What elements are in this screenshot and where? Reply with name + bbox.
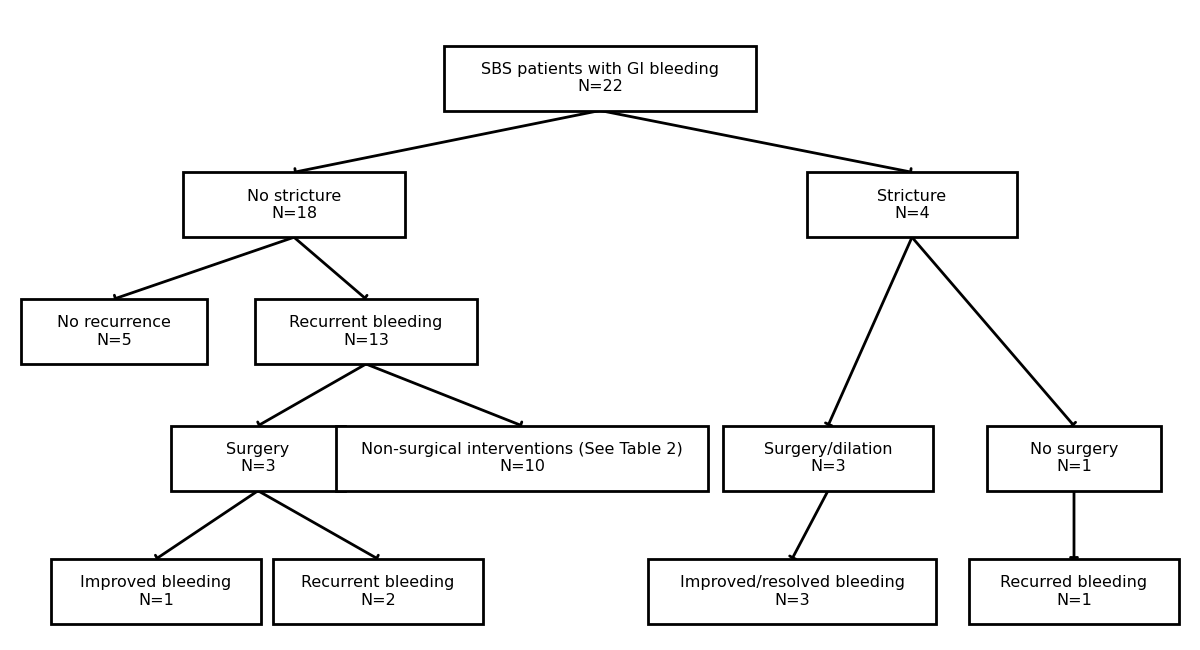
Text: Stricture
N=4: Stricture N=4 xyxy=(877,188,947,221)
Text: Improved bleeding
N=1: Improved bleeding N=1 xyxy=(80,575,232,608)
FancyBboxPatch shape xyxy=(808,172,1016,237)
Text: Recurrent bleeding
N=2: Recurrent bleeding N=2 xyxy=(301,575,455,608)
Text: Surgery/dilation
N=3: Surgery/dilation N=3 xyxy=(763,442,893,474)
FancyBboxPatch shape xyxy=(970,559,1178,624)
Text: Recurred bleeding
N=1: Recurred bleeding N=1 xyxy=(1001,575,1147,608)
FancyBboxPatch shape xyxy=(722,426,932,491)
FancyBboxPatch shape xyxy=(52,559,262,624)
Text: No stricture
N=18: No stricture N=18 xyxy=(247,188,341,221)
FancyBboxPatch shape xyxy=(182,172,406,237)
Text: No surgery
N=1: No surgery N=1 xyxy=(1030,442,1118,474)
Text: SBS patients with GI bleeding
N=22: SBS patients with GI bleeding N=22 xyxy=(481,62,719,94)
FancyBboxPatch shape xyxy=(172,426,346,491)
FancyBboxPatch shape xyxy=(336,426,708,491)
FancyBboxPatch shape xyxy=(444,46,756,110)
FancyBboxPatch shape xyxy=(274,559,482,624)
FancyBboxPatch shape xyxy=(22,299,206,364)
FancyBboxPatch shape xyxy=(256,299,476,364)
FancyBboxPatch shape xyxy=(648,559,936,624)
Text: Surgery
N=3: Surgery N=3 xyxy=(227,442,289,474)
Text: No recurrence
N=5: No recurrence N=5 xyxy=(58,315,170,348)
Text: Recurrent bleeding
N=13: Recurrent bleeding N=13 xyxy=(289,315,443,348)
Text: Non-surgical interventions (See Table 2)
N=10: Non-surgical interventions (See Table 2)… xyxy=(361,442,683,474)
Text: Improved/resolved bleeding
N=3: Improved/resolved bleeding N=3 xyxy=(679,575,905,608)
FancyBboxPatch shape xyxy=(986,426,1162,491)
